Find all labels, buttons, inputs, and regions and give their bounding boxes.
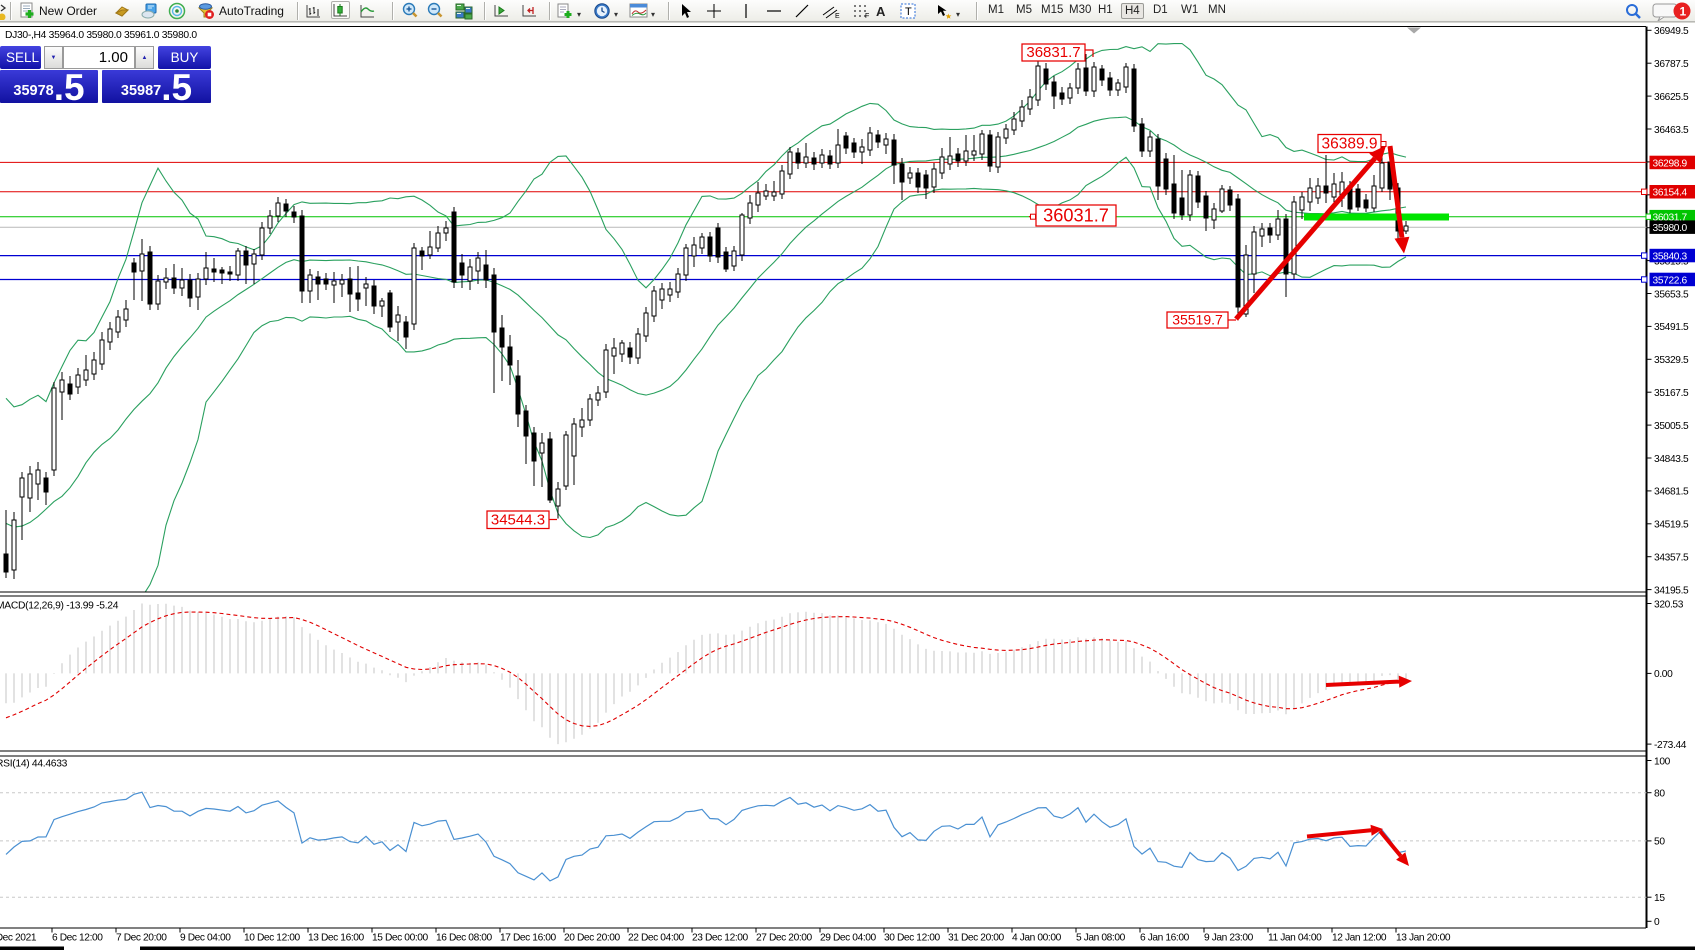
svg-text:DJ30-,H4 35964.0 35980.0 3596: DJ30-,H4 35964.0 35980.0 35961.0 35980.0 [5,30,197,41]
svg-text:36463.5: 36463.5 [1654,125,1689,136]
svg-text:35491.5: 35491.5 [1654,322,1689,333]
svg-text:16 Dec 08:00: 16 Dec 08:00 [436,933,493,944]
svg-text:36389.9: 36389.9 [1321,136,1377,153]
svg-text:36625.5: 36625.5 [1654,92,1689,103]
svg-text:6 Dec 2021: 6 Dec 2021 [0,933,37,944]
svg-text:23 Dec 12:00: 23 Dec 12:00 [692,933,749,944]
svg-text:80: 80 [1654,789,1665,800]
svg-text:31 Dec 20:00: 31 Dec 20:00 [948,933,1005,944]
svg-text:15 Dec 00:00: 15 Dec 00:00 [372,933,429,944]
svg-text:36298.9: 36298.9 [1653,158,1688,169]
svg-text:36831.7: 36831.7 [1026,44,1080,61]
svg-text:30 Dec 12:00: 30 Dec 12:00 [884,933,941,944]
svg-text:17 Dec 16:00: 17 Dec 16:00 [500,933,557,944]
svg-text:29 Dec 04:00: 29 Dec 04:00 [820,933,877,944]
svg-text:34544.3: 34544.3 [491,512,545,529]
svg-text:100: 100 [1654,756,1671,767]
svg-text:34357.5: 34357.5 [1654,553,1689,564]
svg-text:27 Dec 20:00: 27 Dec 20:00 [756,933,813,944]
svg-text:-273.44: -273.44 [1654,740,1687,751]
svg-text:13 Jan 20:00: 13 Jan 20:00 [1396,933,1451,944]
svg-text:50: 50 [1654,837,1665,848]
svg-text:320.53: 320.53 [1654,599,1684,610]
svg-text:11 Jan 04:00: 11 Jan 04:00 [1268,933,1322,944]
svg-text:10 Dec 12:00: 10 Dec 12:00 [244,933,301,944]
svg-text:36787.5: 36787.5 [1654,59,1689,70]
svg-text:34195.5: 34195.5 [1654,585,1689,596]
svg-text:36031.7: 36031.7 [1653,213,1688,224]
svg-text:35005.5: 35005.5 [1654,421,1689,432]
svg-text:RSI(14) 44.4633: RSI(14) 44.4633 [0,759,68,770]
svg-text:35980.0: 35980.0 [1653,223,1688,234]
svg-text:35653.5: 35653.5 [1654,289,1689,300]
svg-text:0.00: 0.00 [1654,669,1673,680]
svg-text:35840.3: 35840.3 [1653,252,1688,263]
svg-text:6 Dec 12:00: 6 Dec 12:00 [52,933,103,944]
svg-text:34843.5: 34843.5 [1654,454,1689,465]
svg-text:F: F [865,13,869,19]
svg-text:35722.6: 35722.6 [1653,275,1688,286]
svg-text:MACD(12,26,9) -13.99 -5.24: MACD(12,26,9) -13.99 -5.24 [0,601,119,612]
svg-text:20 Dec 20:00: 20 Dec 20:00 [564,933,621,944]
svg-text:36031.7: 36031.7 [1043,205,1109,225]
svg-text:34519.5: 34519.5 [1654,520,1689,531]
svg-text:35519.7: 35519.7 [1172,311,1223,327]
svg-text:6 Jan 16:00: 6 Jan 16:00 [1140,933,1190,944]
svg-text:36154.4: 36154.4 [1653,188,1688,199]
svg-text:34681.5: 34681.5 [1654,487,1689,498]
svg-text:22 Dec 04:00: 22 Dec 04:00 [628,933,685,944]
svg-text:0: 0 [1654,917,1660,928]
svg-text:9 Dec 04:00: 9 Dec 04:00 [180,933,231,944]
svg-text:35329.5: 35329.5 [1654,355,1689,366]
svg-text:E: E [835,13,840,19]
svg-text:5 Jan 08:00: 5 Jan 08:00 [1076,933,1126,944]
svg-text:9 Jan 23:00: 9 Jan 23:00 [1204,933,1254,944]
svg-text:4 Jan 00:00: 4 Jan 00:00 [1012,933,1062,944]
svg-text:35167.5: 35167.5 [1654,388,1689,399]
svg-text:36949.5: 36949.5 [1654,26,1689,37]
svg-text:13 Dec 16:00: 13 Dec 16:00 [308,933,365,944]
svg-text:12 Jan 12:00: 12 Jan 12:00 [1332,933,1387,944]
svg-text:1: 1 [1680,5,1687,19]
svg-text:15: 15 [1654,893,1665,904]
svg-text:7 Dec 20:00: 7 Dec 20:00 [116,933,167,944]
svg-text:T: T [905,6,912,18]
